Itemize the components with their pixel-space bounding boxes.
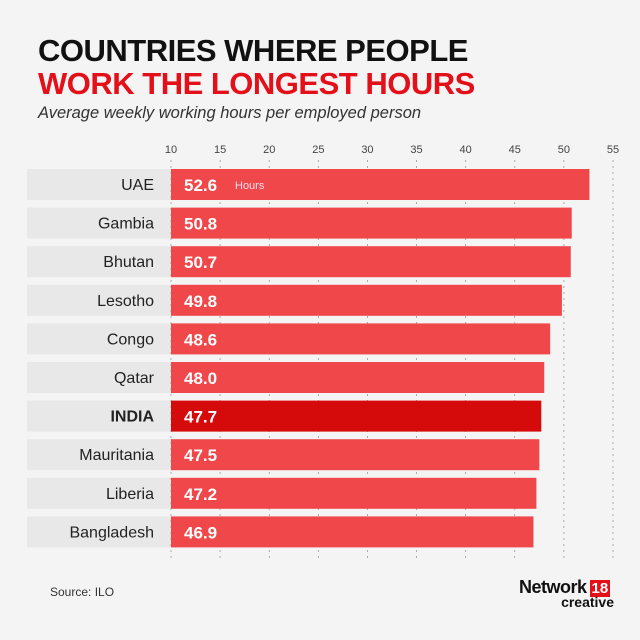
value-label: 52.6: [184, 176, 217, 195]
logo-number: 18: [589, 580, 611, 597]
row-band: [27, 477, 171, 509]
category-label: Gambia: [98, 216, 154, 233]
x-tick-label: 30: [361, 144, 373, 156]
value-label: 47.7: [184, 408, 217, 427]
value-label: 47.5: [184, 446, 217, 465]
x-tick-label: 45: [509, 144, 521, 156]
bar: [171, 246, 571, 278]
row-band: [27, 169, 171, 200]
category-label: Liberia: [106, 486, 154, 503]
value-label: 47.2: [184, 485, 217, 504]
x-tick-label: 50: [558, 144, 570, 156]
category-label: Lesotho: [97, 293, 154, 310]
x-tick-label: 35: [410, 144, 422, 156]
value-label: 48.0: [184, 369, 217, 388]
value-label: 48.6: [184, 330, 217, 349]
bar: [171, 439, 540, 471]
category-label: Qatar: [114, 370, 155, 387]
x-tick-label: 10: [165, 144, 177, 156]
row-band: [27, 362, 171, 393]
category-label: Bhutan: [103, 254, 154, 271]
value-label: 50.8: [184, 215, 217, 234]
bar: [171, 477, 537, 509]
logo-sub: creative: [561, 594, 614, 610]
x-tick-label: 15: [214, 144, 226, 156]
category-label: Mauritania: [79, 447, 154, 464]
bar: [171, 362, 545, 393]
row-band: [27, 284, 171, 316]
bar: [171, 169, 590, 200]
row-band: [27, 323, 171, 355]
x-tick-label: 25: [312, 144, 324, 156]
unit-label: Hours: [235, 180, 265, 192]
network18-logo: Network 18 creative: [519, 577, 614, 610]
x-tick-label: 40: [460, 144, 472, 156]
category-label: UAE: [121, 177, 154, 194]
value-label: 46.9: [184, 523, 217, 542]
category-label: INDIA: [110, 409, 154, 426]
bar: [171, 516, 534, 548]
logo-word: Network: [519, 577, 587, 597]
subtitle: Average weekly working hours per employe…: [38, 104, 422, 122]
value-label: 50.7: [184, 253, 217, 272]
category-label: Bangladesh: [69, 524, 154, 541]
category-label: Congo: [107, 331, 154, 348]
title-line-1: COUNTRIES WHERE PEOPLE: [38, 33, 468, 68]
bar: [171, 400, 542, 432]
title-line-2: WORK THE LONGEST HOURS: [38, 66, 475, 101]
row-band: [27, 516, 171, 548]
row-band: [27, 400, 171, 432]
bar: [171, 323, 551, 355]
bar: [171, 207, 572, 239]
x-tick-label: 20: [263, 144, 275, 156]
row-band: [27, 207, 171, 239]
source-note: Source: ILO: [50, 585, 115, 599]
x-tick-label: 55: [607, 144, 619, 156]
row-band: [27, 439, 171, 471]
bar: [171, 284, 562, 316]
row-band: [27, 246, 171, 278]
value-label: 49.8: [184, 292, 217, 311]
